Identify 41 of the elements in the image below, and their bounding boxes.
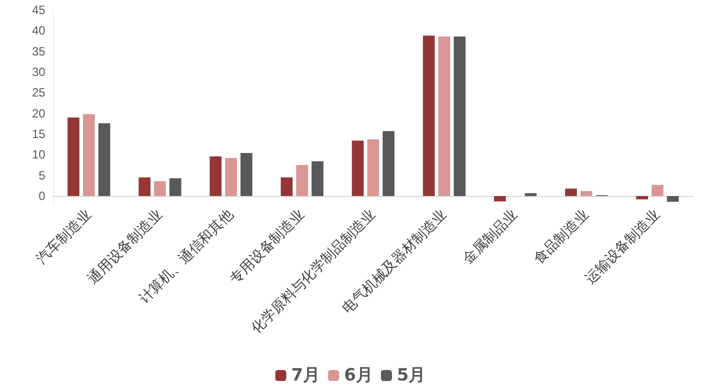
x-tick-label: 汽车制造业 (34, 206, 95, 268)
y-tick-label: 35 (32, 44, 46, 58)
bar (210, 156, 222, 196)
bar (494, 196, 506, 202)
y-tick-label: 20 (32, 106, 46, 120)
bar (367, 139, 380, 196)
bar (438, 36, 450, 196)
y-tick-label: 45 (32, 3, 46, 17)
bar (652, 184, 664, 196)
bar (280, 177, 293, 196)
bar (82, 114, 95, 196)
x-tick-label: 食品制造业 (531, 206, 592, 268)
legend-label: 6月 (344, 366, 373, 386)
bar (312, 161, 324, 196)
x-tick-label: 金属制品业 (460, 206, 521, 268)
y-tick-label: 10 (32, 148, 46, 162)
y-tick-label: 30 (32, 65, 46, 80)
bar (580, 191, 592, 196)
bar (68, 117, 80, 196)
bar (296, 165, 308, 196)
bar (169, 178, 182, 196)
legend-label: 5月 (396, 366, 426, 386)
bar (454, 36, 466, 196)
y-tick-label: 40 (32, 24, 46, 38)
y-tick-label: 5 (38, 168, 46, 182)
bar (98, 123, 110, 196)
bar (240, 153, 252, 196)
bar (666, 196, 679, 202)
y-tick-label: 0 (38, 189, 46, 204)
bar (154, 181, 166, 196)
y-tick-label: 15 (32, 127, 46, 142)
bar (565, 188, 577, 196)
bar (138, 177, 150, 196)
bar (636, 196, 648, 200)
bar (524, 193, 537, 196)
y-tick-label: 25 (32, 86, 46, 100)
bar (352, 140, 364, 196)
bar (225, 158, 237, 196)
bar (422, 36, 435, 196)
legend-label: 7月 (291, 366, 320, 386)
bar (382, 131, 394, 196)
